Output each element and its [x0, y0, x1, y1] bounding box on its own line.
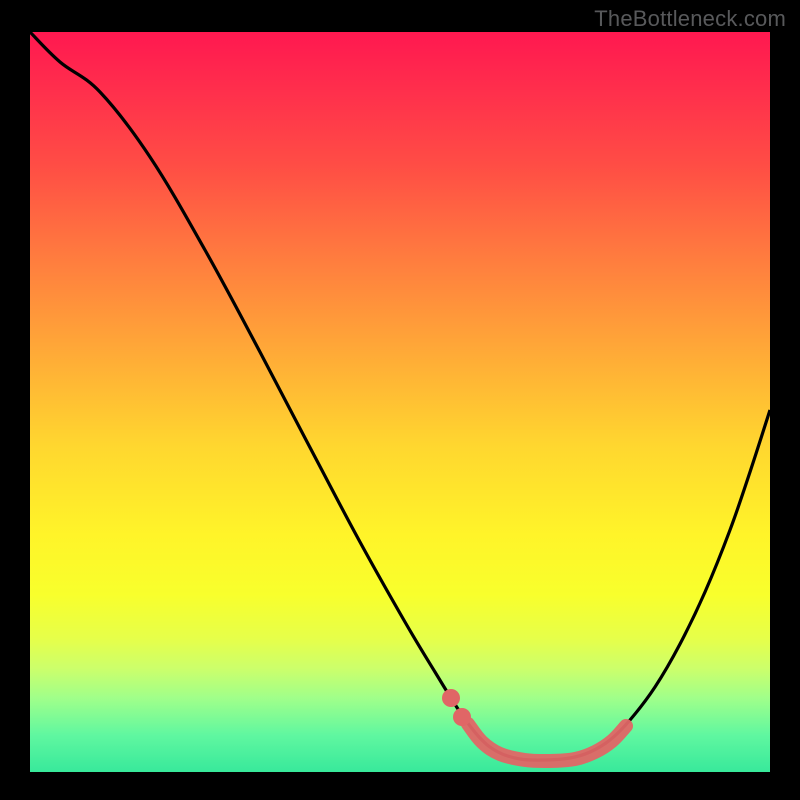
plot-area: [30, 32, 770, 772]
highlight-segment: [468, 724, 626, 761]
chart-container: TheBottleneck.com: [0, 0, 800, 800]
bottleneck-curve: [30, 32, 770, 760]
curve-svg: [30, 32, 770, 772]
highlight-dot: [442, 689, 460, 707]
watermark-text: TheBottleneck.com: [594, 6, 786, 32]
highlight-dot: [453, 708, 471, 726]
